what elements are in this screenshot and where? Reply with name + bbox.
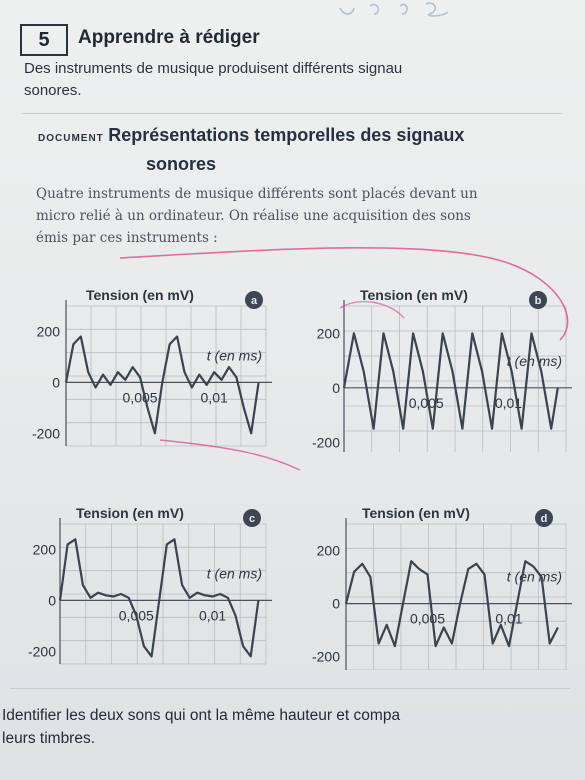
y-tick-label: -200 bbox=[312, 649, 340, 665]
signal-curve bbox=[64, 335, 260, 435]
y-tick-label: 200 bbox=[37, 323, 61, 339]
y-tick-label: 200 bbox=[33, 541, 57, 557]
x-axis-label: t (en ms) bbox=[207, 347, 262, 363]
chart-grid bbox=[343, 305, 567, 452]
document-heading: DOCUMENT Représentations temporelles des… bbox=[38, 125, 583, 146]
y-tick-label: 0 bbox=[332, 380, 340, 396]
x-tick-label: 0,01 bbox=[201, 389, 228, 405]
y-axis-label: Tension (en mV) bbox=[360, 287, 468, 303]
y-tick-label: -200 bbox=[28, 643, 56, 659]
y-axis-label: Tension (en mV) bbox=[362, 505, 470, 521]
document-title-line-2: sonores bbox=[146, 154, 217, 174]
x-axis-label: t (en ms) bbox=[207, 565, 262, 581]
intro-line-2: sonores. bbox=[24, 82, 82, 99]
y-tick-label: 0 bbox=[332, 596, 340, 612]
chart-grid bbox=[59, 523, 267, 665]
handwritten-scribble bbox=[339, 2, 449, 17]
chart-badge bbox=[243, 509, 261, 527]
y-tick-label: -200 bbox=[312, 434, 340, 450]
question-text: Identifier les deux sons qui ont la même… bbox=[2, 704, 585, 750]
x-tick-label: 0,005 bbox=[123, 389, 158, 405]
chart-badge-letter: d bbox=[541, 513, 548, 525]
x-tick-label: 0,01 bbox=[495, 611, 522, 627]
y-tick-label: -200 bbox=[32, 425, 60, 441]
document-label: DOCUMENT bbox=[38, 133, 104, 144]
chart-badge-letter: c bbox=[249, 513, 255, 525]
exercise-title: Apprendre à rédiger bbox=[78, 27, 260, 48]
question-line-1: Identifier les deux sons qui ont la même… bbox=[2, 707, 401, 724]
chart-badge-letter: b bbox=[535, 295, 542, 307]
x-tick-label: 0,005 bbox=[410, 611, 445, 627]
document-title: Représentations temporelles des signaux bbox=[108, 125, 465, 145]
signal-curve bbox=[342, 332, 559, 430]
x-axis-label: t (en ms) bbox=[507, 569, 562, 585]
document-text-line-3: émis par ces instruments : bbox=[36, 230, 218, 246]
x-tick-label: 0,01 bbox=[199, 607, 226, 623]
intro-text: Des instruments de musique produisent di… bbox=[24, 58, 584, 102]
y-tick-label: 200 bbox=[317, 325, 341, 341]
x-axis-label: t (en ms) bbox=[507, 353, 562, 369]
document-text: Quatre instruments de musique différents… bbox=[36, 183, 585, 249]
signal-curve bbox=[58, 538, 260, 658]
intro-line-1: Des instruments de musique produisent di… bbox=[24, 60, 403, 77]
exercise-number: 5 bbox=[20, 24, 68, 56]
chart-badge-letter: a bbox=[251, 295, 258, 307]
question-line-2: leurs timbres. bbox=[2, 730, 96, 747]
y-tick-label: 0 bbox=[48, 592, 56, 608]
signal-curve bbox=[344, 560, 559, 648]
y-tick-label: 200 bbox=[317, 543, 341, 559]
y-axis-label: Tension (en mV) bbox=[86, 287, 194, 303]
chart-badge bbox=[535, 509, 553, 527]
y-axis-label: Tension (en mV) bbox=[76, 505, 184, 521]
chart-d: Tension (en mV) d 200 0 -200 0,005 0,01 t (en m… bbox=[312, 505, 572, 670]
chart-grid bbox=[345, 523, 567, 670]
question-divider bbox=[10, 688, 570, 689]
y-tick-label: 0 bbox=[52, 374, 60, 390]
chart-a: Tension (en mV) a 200 0 -200 0,005 0,01 t (en m… bbox=[32, 287, 272, 447]
section-divider bbox=[22, 113, 562, 114]
document-text-line-1: Quatre instruments de musique différents… bbox=[36, 186, 478, 202]
document-text-line-2: micro relié à un ordinateur. On réalise … bbox=[36, 208, 471, 224]
